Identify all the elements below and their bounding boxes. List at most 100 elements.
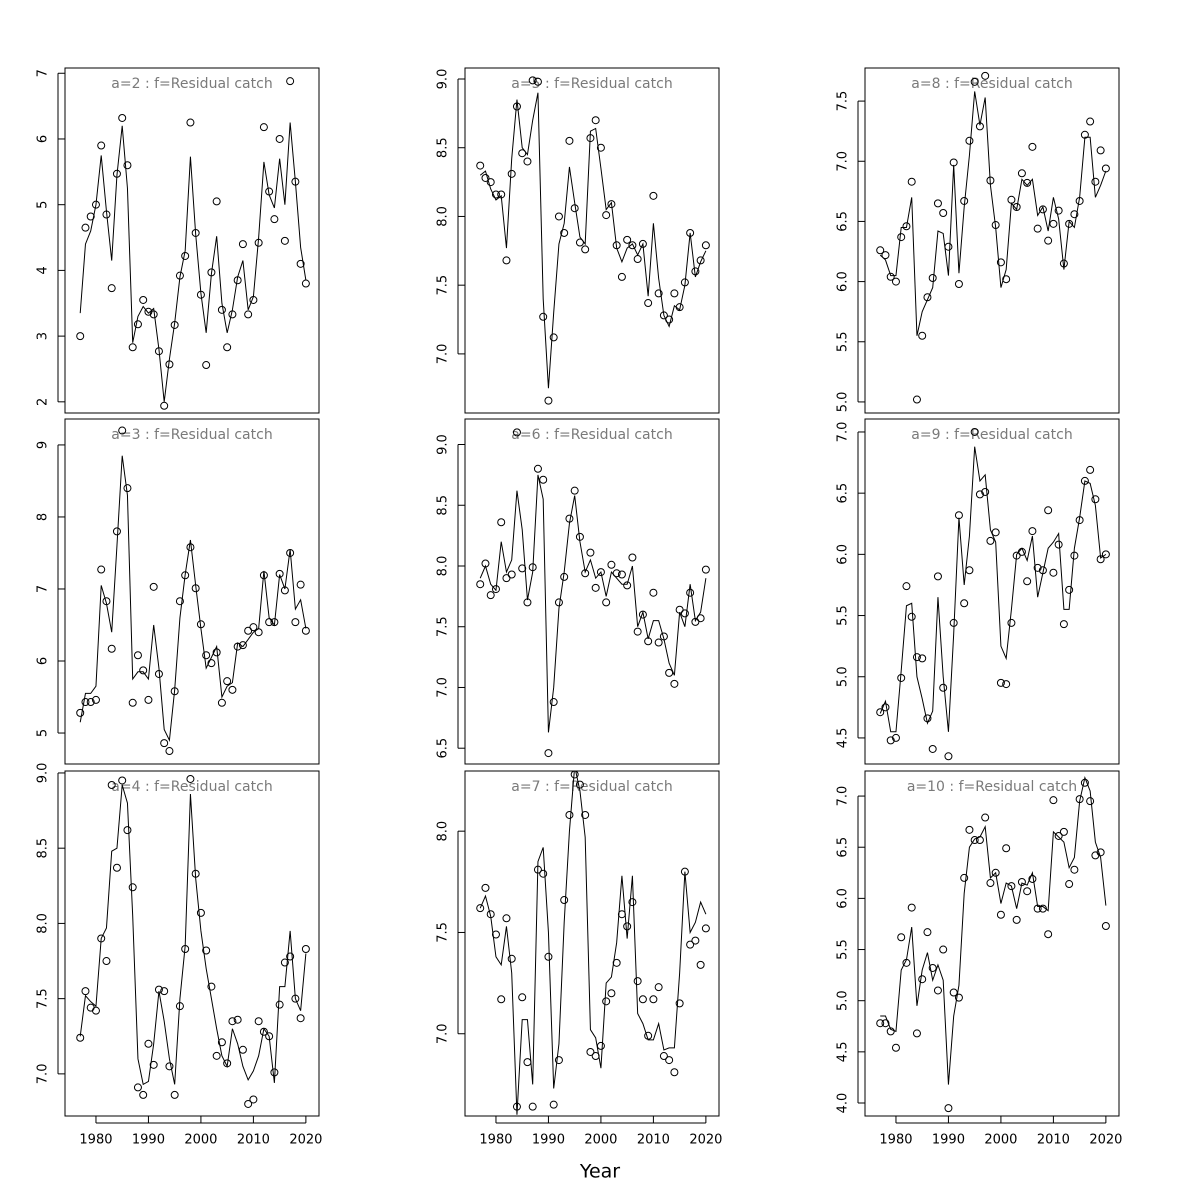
y-tick-label: 4.0 <box>836 1093 851 1114</box>
data-point <box>118 776 127 785</box>
data-point <box>518 149 527 158</box>
data-point <box>160 401 169 410</box>
data-point <box>923 928 932 937</box>
plot-frame <box>864 67 1120 414</box>
plot-frame <box>864 770 1120 1117</box>
data-point <box>586 1047 595 1056</box>
data-point <box>1054 206 1063 215</box>
data-point <box>617 272 626 281</box>
data-point <box>1038 904 1047 913</box>
data-point <box>670 289 679 298</box>
data-point <box>91 1006 100 1015</box>
data-point <box>675 999 684 1008</box>
data-point <box>633 255 642 264</box>
data-point <box>1017 169 1026 178</box>
data-point <box>918 331 927 340</box>
data-point <box>1033 563 1042 572</box>
data-point <box>102 957 111 966</box>
data-point <box>575 238 584 247</box>
data-point <box>112 527 121 536</box>
data-point <box>954 993 963 1002</box>
data-point <box>123 484 132 493</box>
data-point <box>565 136 574 145</box>
data-point <box>286 952 295 961</box>
data-point <box>1033 224 1042 233</box>
plot-area <box>76 426 310 756</box>
data-point <box>912 653 921 662</box>
data-point <box>680 609 689 618</box>
data-point <box>701 241 710 250</box>
data-point <box>76 708 85 717</box>
data-point <box>223 677 232 686</box>
data-point <box>502 914 511 923</box>
x-tick-label: 1980 <box>479 1133 512 1148</box>
data-point <box>238 1045 247 1054</box>
data-point <box>939 683 948 692</box>
fitted-line <box>79 122 307 402</box>
y-tick-label: 7.0 <box>836 786 851 807</box>
data-point <box>497 995 506 1004</box>
data-point <box>244 310 253 319</box>
data-point <box>533 77 542 86</box>
data-point <box>897 233 906 242</box>
y-tick-label: 8.0 <box>436 821 451 842</box>
panel-title: a=6 : f=Residual catch <box>511 427 672 443</box>
data-point <box>1101 550 1110 559</box>
data-point <box>486 178 495 187</box>
data-point <box>528 1102 537 1111</box>
data-point <box>596 1041 605 1050</box>
data-point <box>554 212 563 221</box>
data-point <box>554 1056 563 1065</box>
data-point <box>907 177 916 186</box>
y-tick-label: 7.0 <box>36 1064 51 1085</box>
data-point <box>602 211 611 220</box>
plot-area <box>76 774 310 1108</box>
data-point <box>981 487 990 496</box>
x-tick-label: 1990 <box>532 1133 565 1148</box>
data-point <box>181 251 190 260</box>
data-point <box>223 343 232 352</box>
data-point <box>86 212 95 221</box>
data-point <box>902 222 911 231</box>
data-point <box>881 1019 890 1028</box>
data-point <box>886 736 895 745</box>
data-point <box>244 1099 253 1108</box>
data-point <box>565 810 574 819</box>
fitted-line <box>879 446 1107 733</box>
data-point <box>523 1058 532 1067</box>
data-point <box>1096 848 1105 857</box>
data-point <box>1002 275 1011 284</box>
data-point <box>949 988 958 997</box>
y-tick-label: 5.0 <box>836 990 851 1011</box>
y-tick-label: 7.0 <box>836 151 851 172</box>
data-point <box>928 273 937 282</box>
data-point <box>133 1083 142 1092</box>
data-point <box>907 612 916 621</box>
y-tick-label: 7.0 <box>836 422 851 443</box>
data-point <box>491 190 500 199</box>
data-point <box>1007 195 1016 204</box>
data-point <box>238 641 247 650</box>
data-point <box>944 242 953 251</box>
data-point <box>644 299 653 308</box>
data-point <box>654 289 663 298</box>
data-point <box>886 272 895 281</box>
data-point <box>912 395 921 404</box>
fitted-line <box>479 92 707 389</box>
data-point <box>1044 236 1053 245</box>
data-point <box>518 993 527 1002</box>
plot-frame <box>64 418 320 765</box>
data-point <box>81 698 90 707</box>
fitted-line <box>79 455 307 743</box>
y-tick-label: 9 <box>36 441 51 449</box>
data-point <box>254 1017 263 1026</box>
data-point <box>112 863 121 872</box>
y-tick-label: 2 <box>36 398 51 406</box>
data-point <box>481 173 490 182</box>
data-point <box>1065 219 1074 228</box>
data-point <box>1007 618 1016 627</box>
y-tick-label: 9.0 <box>36 763 51 784</box>
y-tick-label: 8.5 <box>436 137 451 158</box>
data-point <box>296 259 305 268</box>
